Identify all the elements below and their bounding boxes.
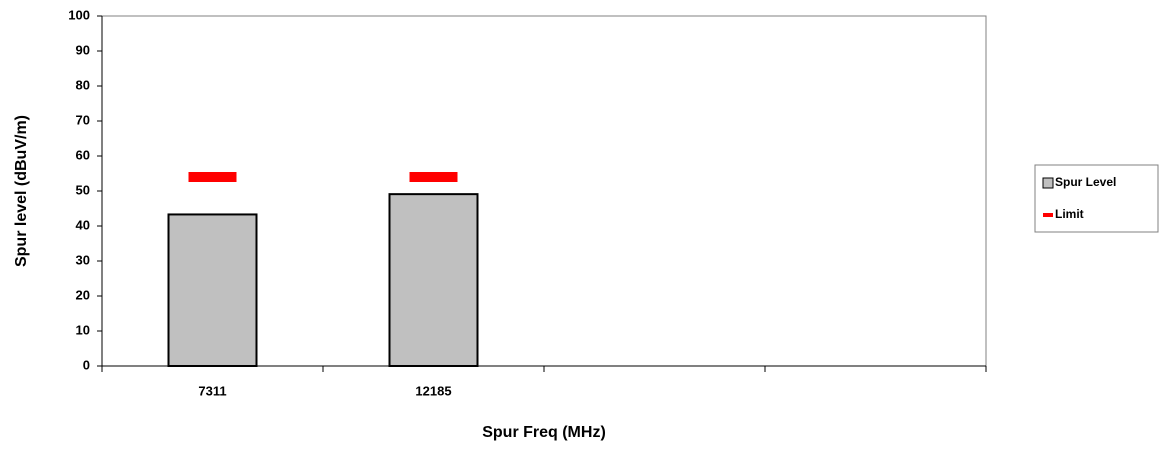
legend-box [1034, 164, 1159, 233]
y-tick-label: 90 [76, 42, 90, 57]
bar [388, 193, 479, 367]
y-tick-label: 70 [76, 112, 90, 127]
legend-swatch [1042, 177, 1054, 189]
y-tick-label: 100 [68, 7, 90, 22]
y-tick-label: 60 [76, 147, 90, 162]
legend-label: Limit [1055, 207, 1084, 221]
y-tick-label: 20 [76, 287, 90, 302]
legend-swatch [1043, 213, 1053, 217]
x-tick-label: 7311 [198, 383, 226, 398]
y-tick-label: 0 [83, 357, 90, 372]
limit-marker [409, 172, 458, 182]
x-tick-label: 12185 [415, 383, 451, 398]
limit-marker [188, 172, 237, 182]
y-tick-label: 40 [76, 217, 90, 232]
y-tick-label: 30 [76, 252, 90, 267]
y-axis-label: Spur level (dBuV/m) [13, 115, 30, 267]
y-tick-label: 50 [76, 182, 90, 197]
bar [167, 213, 258, 367]
y-tick-label: 10 [76, 322, 90, 337]
x-axis-label: Spur Freq (MHz) [482, 424, 606, 441]
y-tick-label: 80 [76, 77, 90, 92]
legend-label: Spur Level [1055, 175, 1116, 189]
